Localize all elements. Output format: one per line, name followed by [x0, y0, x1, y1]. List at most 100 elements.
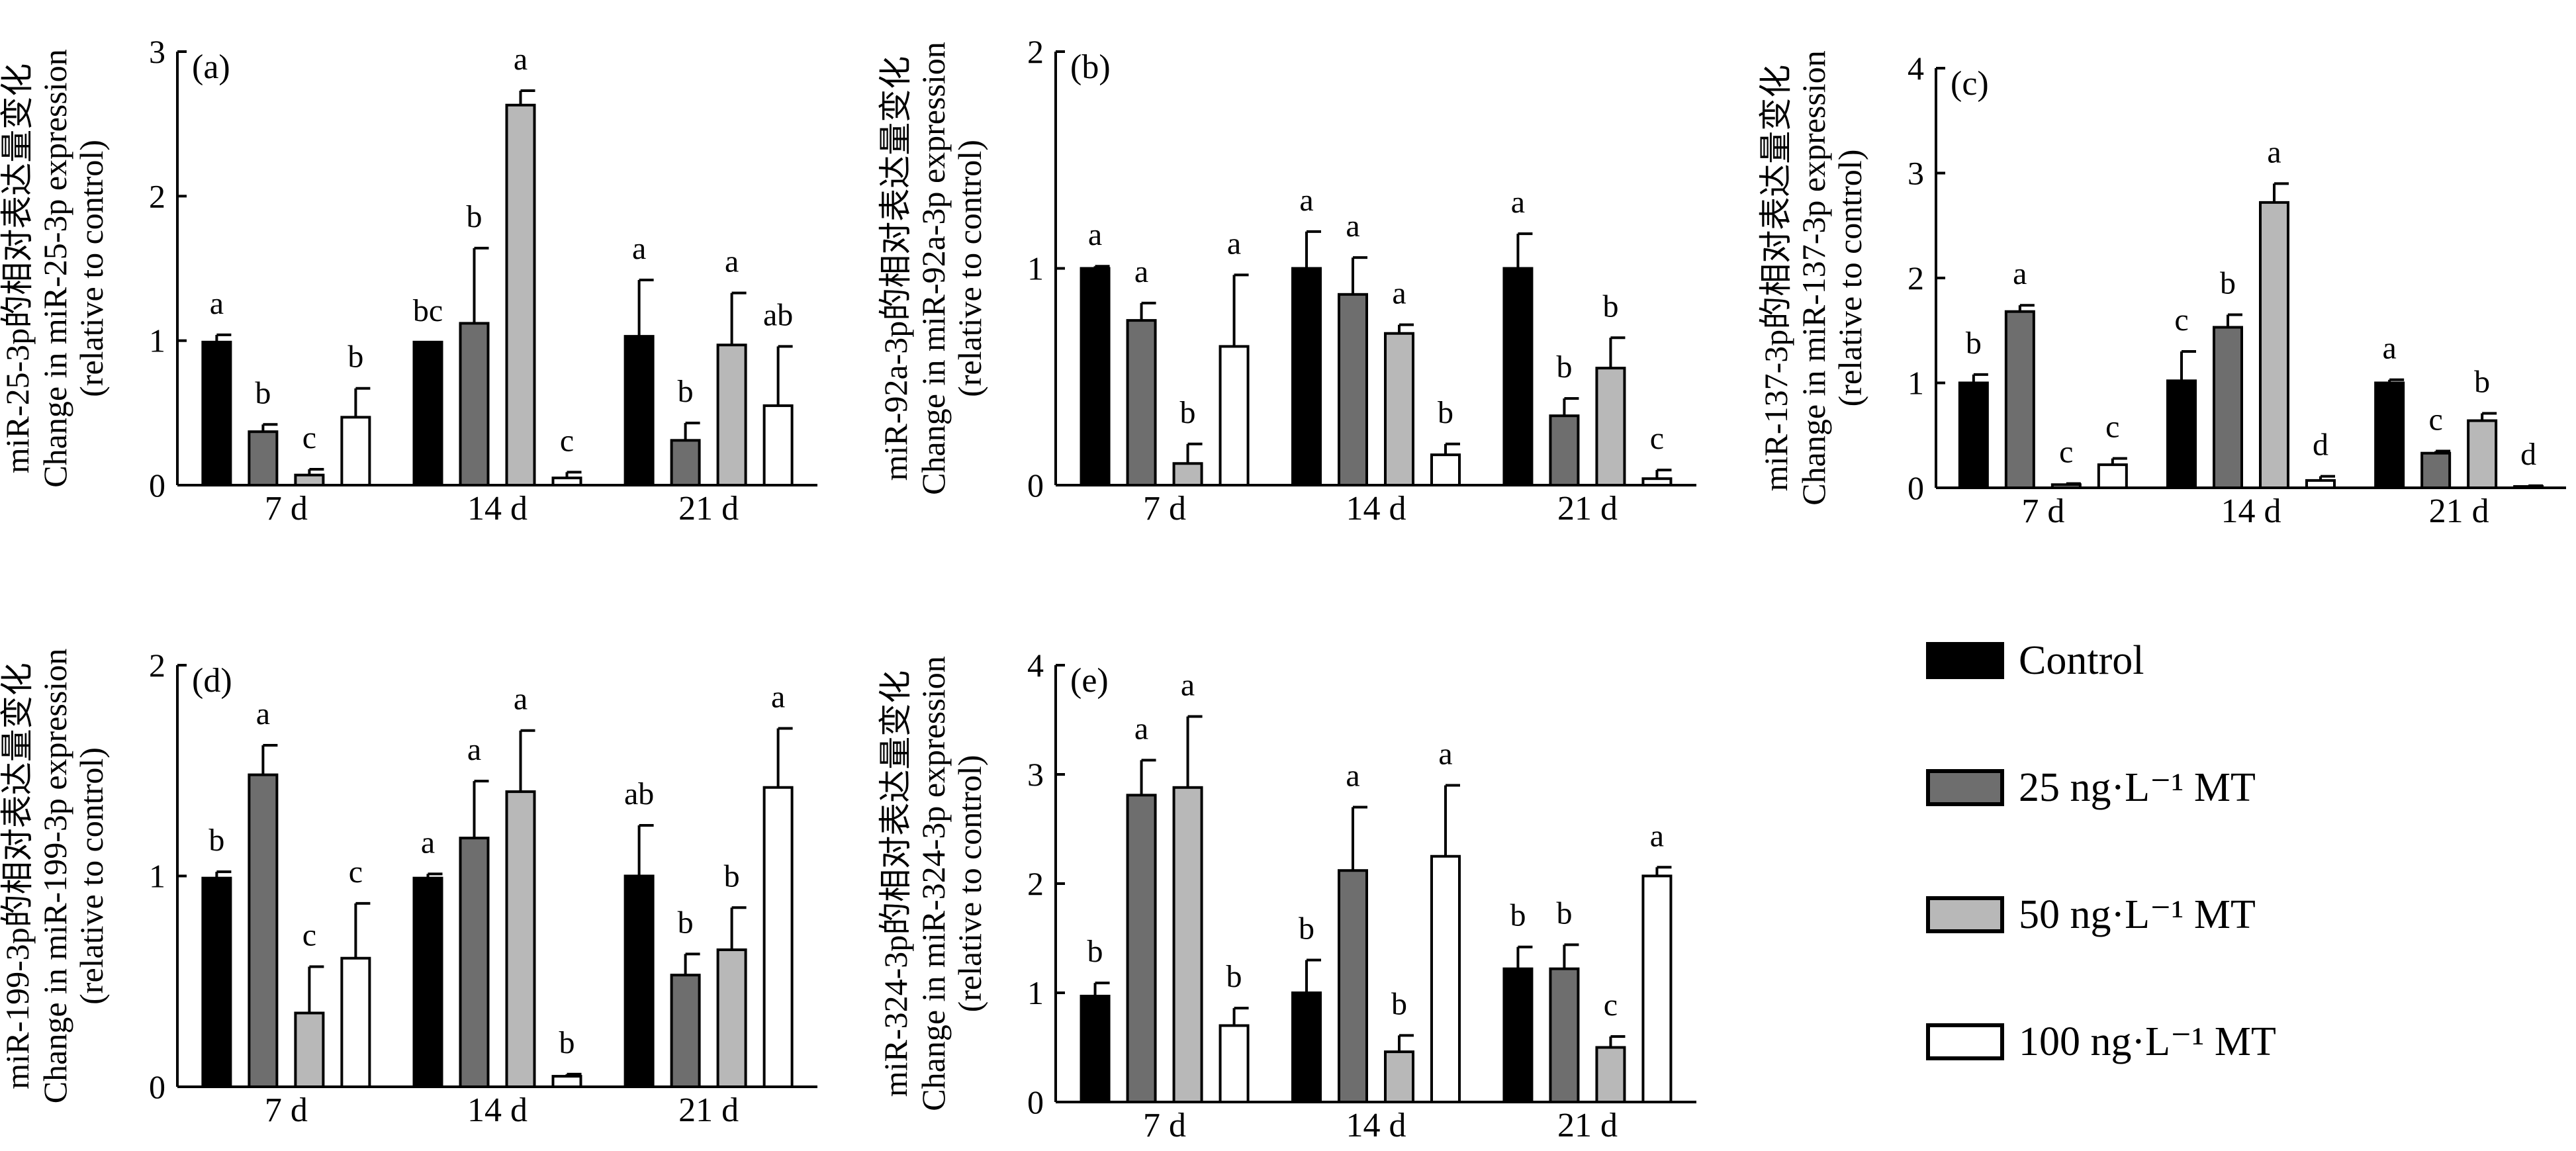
bar: [459, 322, 490, 487]
x-tick-label: 14 d: [1346, 1107, 1406, 1144]
significance-letter: b: [1556, 896, 1572, 931]
bar: [1172, 462, 1203, 486]
bar: [1502, 267, 1534, 486]
significance-letter: b: [678, 374, 694, 409]
significance-letter: b: [467, 199, 483, 234]
bar: [1291, 991, 1322, 1103]
bar: [1338, 293, 1368, 486]
significance-letter: c: [2105, 410, 2119, 445]
significance-letter: a: [1438, 737, 1452, 772]
y-tick-label: 2: [149, 177, 165, 214]
x-tick-label: 14 d: [467, 1091, 528, 1129]
bar: [201, 340, 232, 486]
significance-letter: b: [724, 858, 740, 894]
significance-letter: a: [210, 286, 224, 321]
panel-label: (b): [1070, 48, 1111, 86]
x-tick-label: 7 d: [265, 1091, 308, 1129]
significance-letter: d: [2520, 437, 2536, 472]
bar: [1080, 267, 1111, 486]
bar: [294, 1011, 325, 1089]
bar: [248, 773, 279, 1088]
bar: [762, 404, 794, 487]
bar: [1430, 453, 1461, 487]
legend-item-100-mt: 100 ng·L⁻¹ MT: [1926, 1017, 2522, 1144]
x-tick-label: 7 d: [1143, 490, 1186, 528]
bar: [412, 876, 443, 1089]
panel-label: (a): [192, 48, 230, 86]
bar: [1338, 869, 1368, 1103]
legend-swatch-25-mt: [1926, 769, 2004, 806]
significance-letter: b: [347, 340, 363, 375]
legend-label-50-mt: 50 ng·L⁻¹ MT: [2019, 892, 2256, 937]
bar: [1080, 994, 1111, 1103]
significance-letter: c: [302, 420, 316, 455]
chart-panel: 0 1 2 3 4 (c) miR-137-3p的相对表达量变化 Change in miR-…: [1757, 50, 2566, 530]
chart-panel: 0 1 2 3 4 (e) miR-324-3p的相对表达量变化 Change in miR-…: [877, 647, 1696, 1144]
x-tick-label: 21 d: [2429, 492, 2489, 530]
panel-label: (d): [192, 662, 232, 700]
significance-letter: b: [1391, 986, 1407, 1021]
bar: [1549, 967, 1580, 1103]
y-tick-label: 4: [1027, 647, 1044, 684]
significance-letter: c: [2174, 302, 2188, 338]
chart-panel: 0 1 2 (d) miR-199-3p的相对表达量变化 Change in miR-19…: [0, 647, 817, 1129]
significance-letter: b: [1226, 959, 1242, 994]
legend-item-control: Control: [1926, 635, 2522, 762]
bar: [412, 340, 443, 486]
significance-letter: a: [1650, 818, 1664, 853]
bar: [1172, 786, 1203, 1104]
significance-letter: c: [2429, 402, 2443, 437]
y-axis-title: miR-92a-3p的相对表达量变化: [877, 56, 914, 481]
legend-item-50-mt: 50 ng·L⁻¹ MT: [1926, 890, 2522, 1017]
bar: [1384, 332, 1414, 486]
bar: [2050, 483, 2082, 489]
bar: [1219, 1024, 1250, 1103]
bar: [2259, 201, 2289, 489]
significance-letter: a: [2383, 331, 2397, 366]
bar: [2213, 326, 2243, 489]
y-tick-label: 0: [1027, 1083, 1044, 1121]
x-tick-label: 14 d: [1346, 490, 1406, 528]
significance-letter: a: [2267, 134, 2281, 169]
significance-letter: b: [1602, 289, 1618, 324]
significance-letter: b: [1438, 395, 1453, 430]
bar: [670, 974, 701, 1088]
y-axis-title: Change in miR-92a-3p expression: [915, 42, 952, 495]
significance-letter: b: [1510, 898, 1526, 933]
bar: [1430, 854, 1461, 1103]
bar: [551, 1075, 582, 1088]
significance-letter: b: [2220, 265, 2236, 300]
y-tick-label: 1: [149, 858, 165, 895]
bar: [1549, 414, 1580, 487]
panel-label: (c): [1951, 65, 1989, 103]
y-axis-title: Change in miR-137-3p expression: [1795, 50, 1832, 505]
x-tick-label: 21 d: [678, 490, 739, 528]
y-tick-label: 0: [1027, 467, 1044, 504]
y-tick-label: 4: [1908, 50, 1924, 87]
x-tick-label: 14 d: [2221, 492, 2281, 530]
y-tick-label: 1: [1908, 365, 1924, 402]
significance-letter: a: [1227, 226, 1241, 261]
bar: [1958, 381, 1989, 489]
legend: Control 25 ng·L⁻¹ MT 50 ng·L⁻¹ MT 100 ng…: [1926, 635, 2522, 1144]
bar: [1641, 874, 1673, 1103]
bar: [1595, 367, 1626, 487]
significance-letter: a: [771, 680, 785, 715]
significance-letter: bc: [413, 293, 443, 328]
significance-letter: c: [560, 423, 574, 458]
y-tick-label: 3: [1908, 155, 1924, 192]
bar: [551, 477, 582, 486]
bar: [248, 430, 279, 487]
bar: [1126, 794, 1157, 1103]
y-tick-label: 1: [149, 322, 165, 359]
bar: [762, 786, 794, 1088]
significance-letter: c: [1604, 988, 1618, 1023]
y-tick-label: 0: [149, 467, 165, 504]
significance-letter: c: [2059, 435, 2073, 470]
y-tick-label: 2: [1027, 865, 1044, 902]
legend-swatch-100-mt: [1926, 1023, 2004, 1060]
x-tick-label: 21 d: [678, 1091, 739, 1129]
bar: [340, 416, 371, 487]
legend-swatch-control: [1926, 642, 2004, 679]
significance-letter: a: [1392, 276, 1406, 311]
